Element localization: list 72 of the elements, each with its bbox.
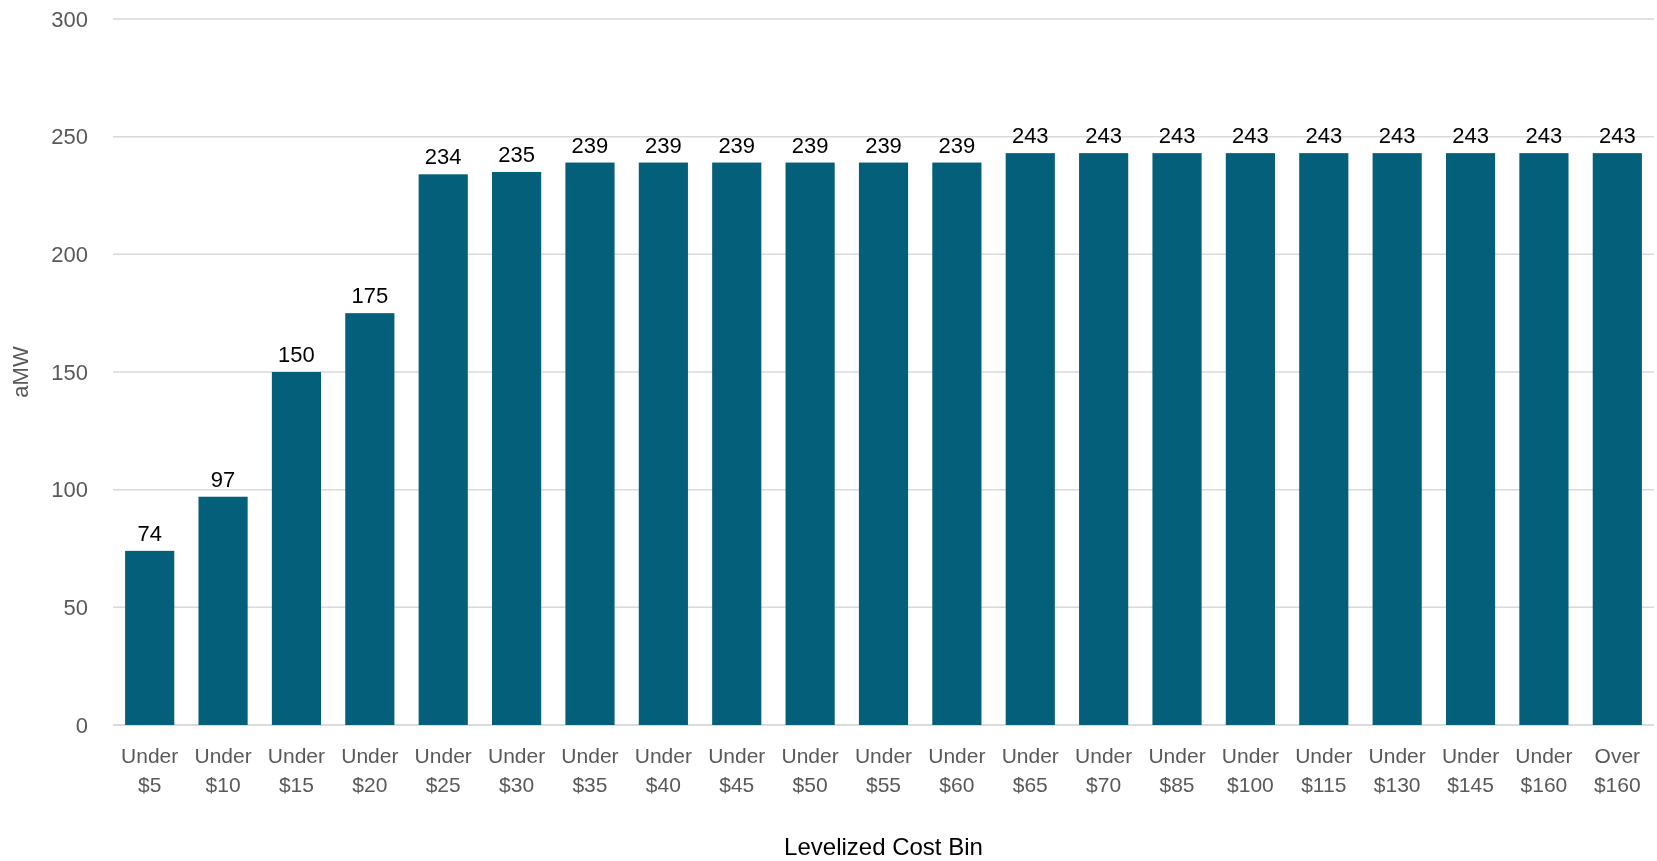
bar xyxy=(1299,153,1349,725)
bar xyxy=(712,162,762,725)
x-tick-label: Under $5 xyxy=(121,744,179,796)
data-label: 239 xyxy=(718,132,756,158)
x-tick-label: Under $60 xyxy=(928,744,986,796)
bar xyxy=(125,550,175,725)
x-tick-label: Under $145 xyxy=(1441,744,1500,796)
bar xyxy=(1445,153,1496,725)
bar xyxy=(565,162,615,725)
bar xyxy=(1372,153,1422,725)
x-tick-label: Over $160 xyxy=(1593,744,1641,796)
bar xyxy=(858,162,909,725)
x-tick-label: Under $45 xyxy=(708,744,766,796)
data-label: 239 xyxy=(938,132,976,158)
x-tick-label: Under $15 xyxy=(267,744,326,796)
data-label: 243 xyxy=(1598,123,1636,149)
y-tick-label: 250 xyxy=(51,124,88,150)
bar xyxy=(418,174,468,725)
x-tick-label: Under $85 xyxy=(1148,744,1206,796)
x-tick-label: Under $10 xyxy=(194,744,252,796)
x-tick-label: Under $70 xyxy=(1075,744,1133,796)
x-axis-title: Levelized Cost Bin xyxy=(784,833,983,860)
bar xyxy=(345,313,395,725)
data-label: 239 xyxy=(571,132,609,158)
y-axis-title: aMW xyxy=(8,346,33,398)
bar xyxy=(198,496,248,725)
x-tick-label: Under $160 xyxy=(1515,744,1573,796)
bar xyxy=(1592,153,1642,725)
data-label: 243 xyxy=(1525,123,1563,149)
y-tick-label: 200 xyxy=(51,242,88,268)
data-label: 74 xyxy=(137,520,162,546)
data-label: 243 xyxy=(1011,123,1049,149)
data-label: 175 xyxy=(351,283,389,309)
data-label: 239 xyxy=(645,132,682,158)
bar xyxy=(492,171,542,725)
data-label: 243 xyxy=(1085,123,1122,149)
bar xyxy=(271,372,322,725)
data-label: 239 xyxy=(791,132,829,158)
x-tick-label: Under $65 xyxy=(1001,744,1059,796)
bar xyxy=(1005,153,1055,725)
x-tick-label: Under $115 xyxy=(1295,744,1353,796)
bar xyxy=(1079,153,1129,725)
bar xyxy=(638,162,688,725)
x-tick-label: Under $100 xyxy=(1221,744,1280,796)
x-tick-label: Under $40 xyxy=(634,744,692,796)
x-tick-label: Under $20 xyxy=(341,744,399,796)
data-label: 235 xyxy=(498,141,535,167)
x-tick-label: Under $35 xyxy=(561,744,619,796)
bar xyxy=(1519,153,1569,725)
data-label: 243 xyxy=(1452,123,1489,149)
bar xyxy=(785,162,835,725)
x-tick-label: Under $30 xyxy=(487,744,546,796)
data-label: 150 xyxy=(278,342,315,367)
bar xyxy=(1225,153,1275,725)
y-tick-label: 150 xyxy=(51,359,88,385)
data-label: 234 xyxy=(424,144,462,170)
data-label: 243 xyxy=(1305,123,1343,149)
x-tick-label: Under $50 xyxy=(781,744,839,796)
x-tick-label: Under $130 xyxy=(1368,744,1426,796)
y-tick-label: 0 xyxy=(75,712,88,738)
data-label: 243 xyxy=(1378,123,1416,149)
y-tick-label: 100 xyxy=(51,477,88,503)
data-label: 243 xyxy=(1232,123,1269,149)
x-tick-label: Under $55 xyxy=(854,744,913,796)
bar xyxy=(932,162,982,725)
data-label: 97 xyxy=(210,466,236,492)
bar xyxy=(1152,153,1202,725)
y-tick-label: 300 xyxy=(51,6,88,32)
data-label: 243 xyxy=(1158,123,1196,149)
y-tick-label: 50 xyxy=(63,595,88,621)
x-tick-label: Under $25 xyxy=(414,744,472,796)
data-label: 239 xyxy=(865,132,902,158)
